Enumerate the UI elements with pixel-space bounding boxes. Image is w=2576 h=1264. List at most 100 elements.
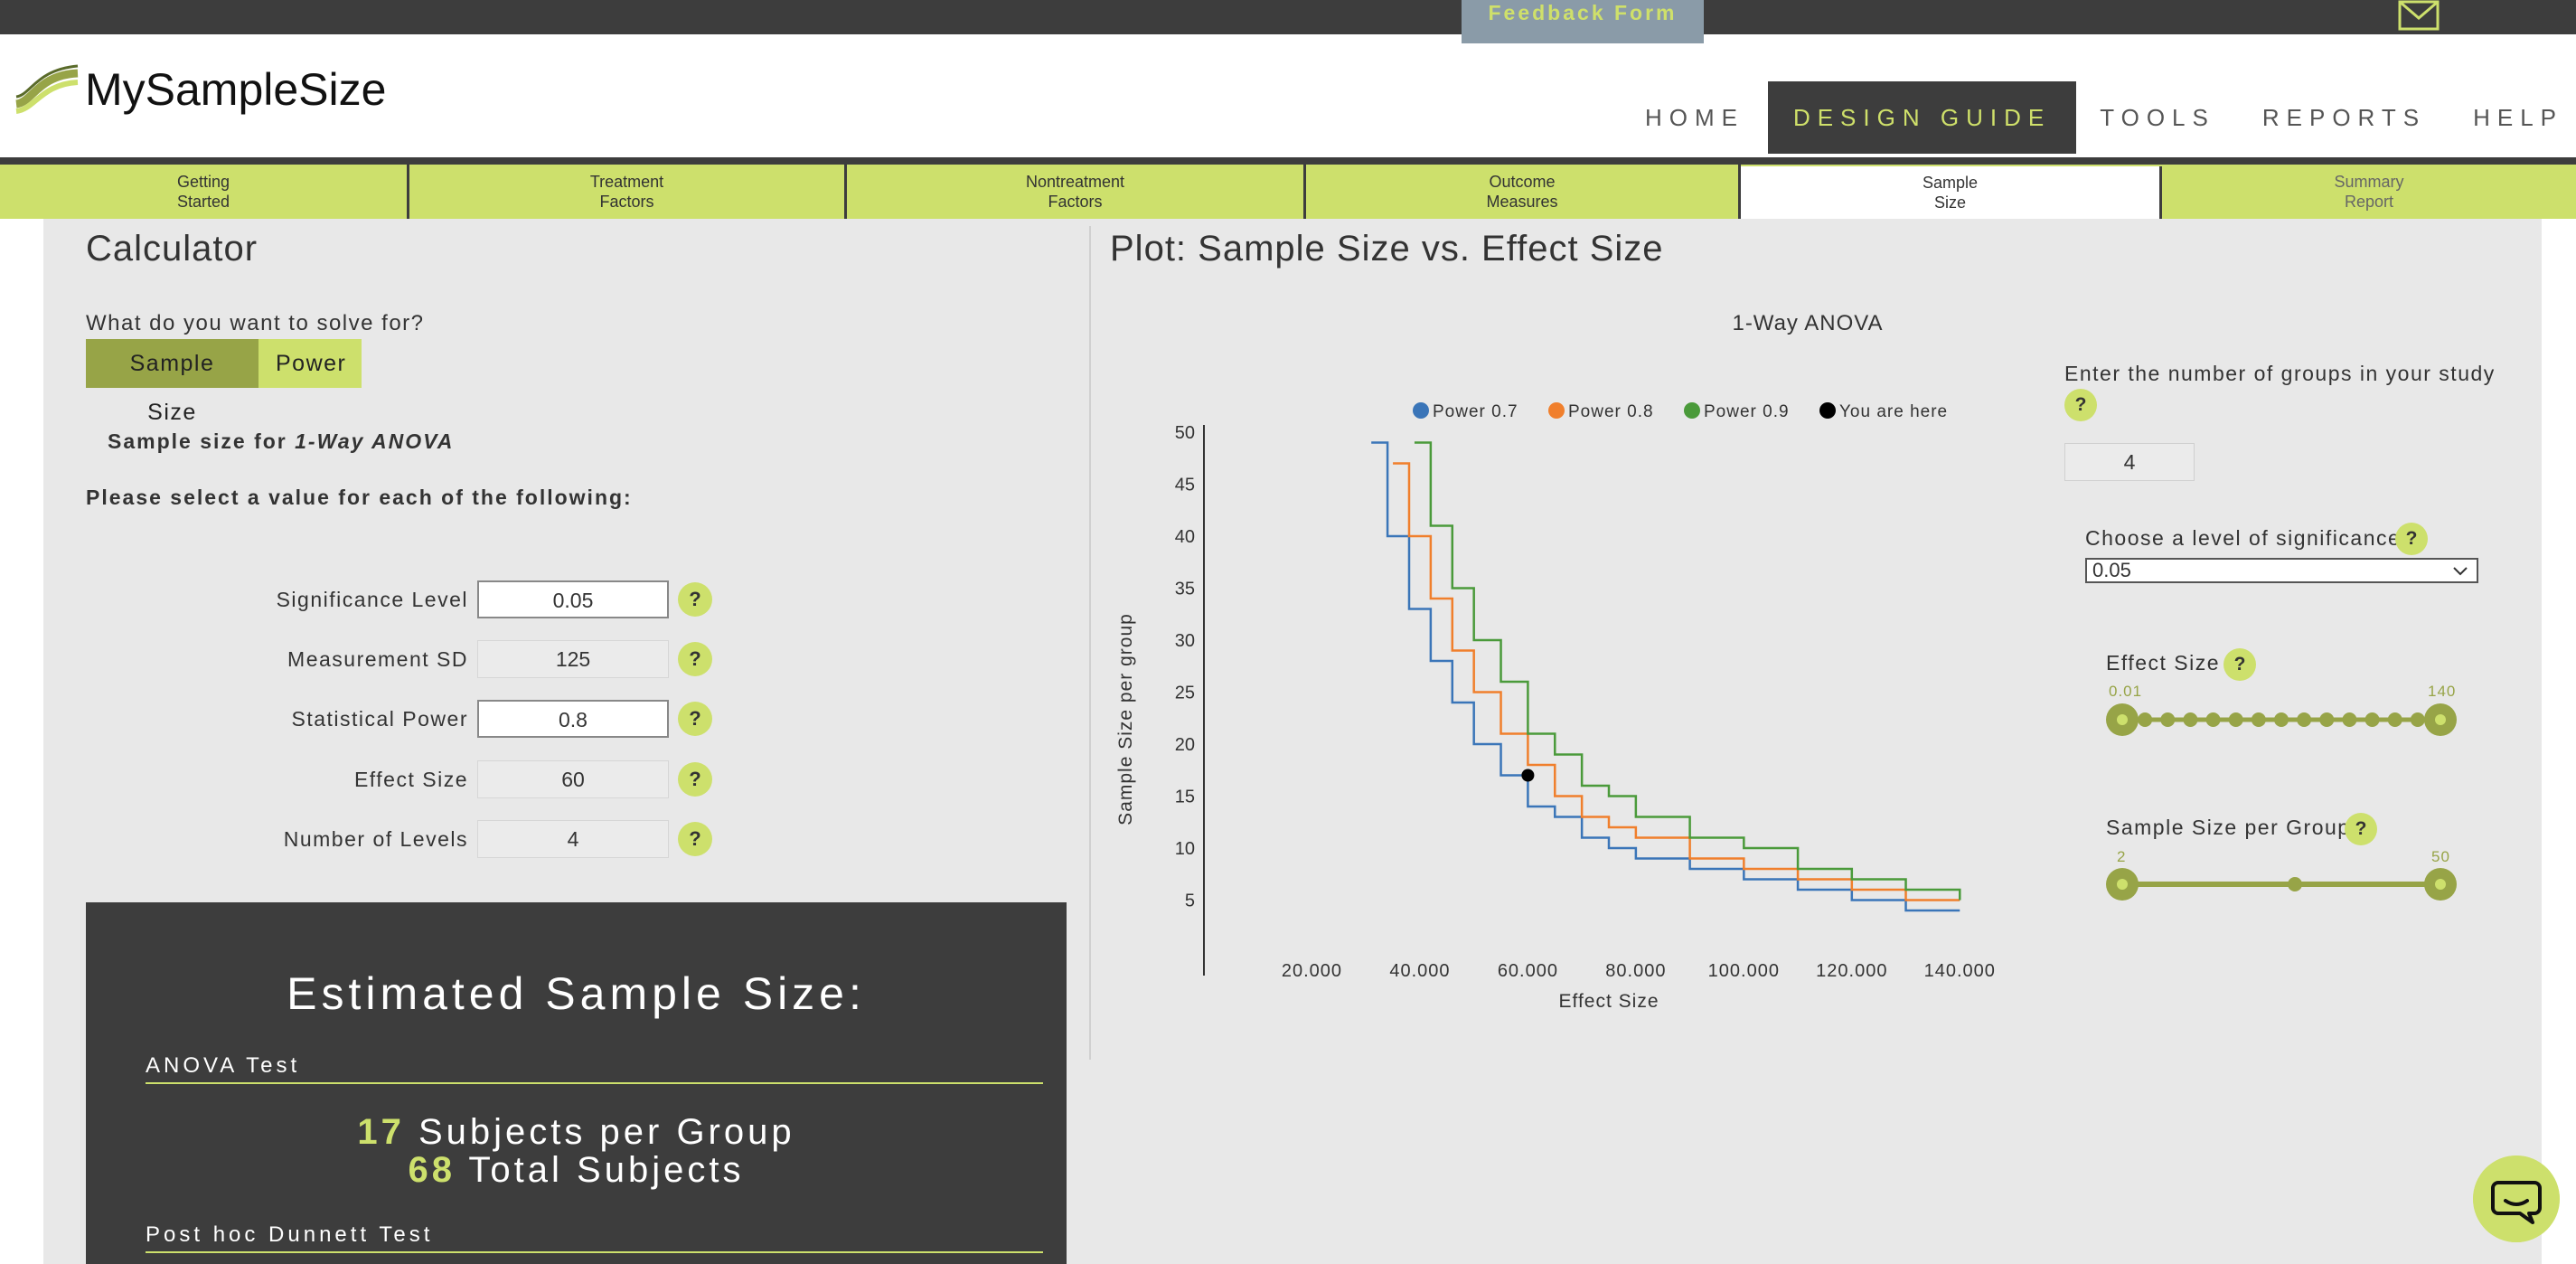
groups-prompt: Enter the number of groups in your study	[2064, 362, 2496, 385]
significance-select[interactable]: 0.05	[2085, 558, 2478, 583]
chat-icon[interactable]	[2473, 1156, 2560, 1242]
logo-text: MySampleSize	[85, 64, 387, 115]
feedback-form-button[interactable]: Feedback Form	[1462, 0, 1704, 43]
tab-sample-size[interactable]: Sample Size	[1741, 166, 2162, 219]
tab-outcome-measures[interactable]: Outcome Measures	[1306, 165, 1741, 219]
help-icon[interactable]: ?	[678, 702, 712, 736]
tab-treatment-factors[interactable]: Treatment Factors	[409, 165, 847, 219]
y-tick-label: 35	[1175, 580, 1195, 599]
y-tick-label: 15	[1175, 788, 1195, 807]
nav-design-guide[interactable]: DESIGN GUIDE	[1767, 81, 2077, 154]
calculator-heading: Calculator	[86, 229, 259, 269]
legend-label: Power 0.7	[1433, 402, 1518, 421]
y-tick-label: 30	[1175, 631, 1195, 651]
header-divider	[0, 157, 2576, 165]
legend-label: You are here	[1839, 402, 1948, 421]
slider-tick	[2297, 712, 2312, 727]
y-axis-label: Sample Size per group	[1115, 613, 1136, 825]
param-label: Effect Size	[353, 767, 468, 791]
param-statistical-power: Statistical Power 0.8 ?	[181, 699, 732, 739]
nav-tools[interactable]: TOOLS	[2100, 104, 2215, 131]
legend-label: Power 0.8	[1568, 402, 1654, 421]
legend-marker	[1819, 402, 1836, 419]
solve-for-question: What do you want to solve for?	[86, 311, 425, 335]
nav-reports[interactable]: REPORTS	[2261, 104, 2427, 131]
param-label: Statistical Power	[291, 706, 468, 731]
effect-slider-min: 0.01	[2109, 683, 2143, 700]
slider-tick	[2160, 712, 2176, 727]
param-label: Measurement SD	[287, 646, 468, 671]
help-icon[interactable]: ?	[678, 762, 712, 797]
effect-slider-max: 140	[2428, 683, 2457, 700]
tab-nontreatment-factors[interactable]: Nontreatment Factors	[847, 165, 1306, 219]
results-divider	[146, 1082, 1043, 1084]
slider-tick	[2342, 712, 2357, 727]
mail-icon[interactable]	[2398, 0, 2440, 31]
param-number-of-levels: Number of Levels 4 ?	[181, 819, 732, 859]
tab-getting-started[interactable]: Getting Started	[0, 165, 409, 219]
help-icon[interactable]: ?	[2223, 648, 2256, 681]
slider-tick	[2410, 712, 2425, 727]
help-icon[interactable]: ?	[678, 582, 712, 617]
x-tick-label: 20.000	[1282, 961, 1342, 981]
plot-heading: Plot: Sample Size vs. Effect Size	[1110, 229, 1664, 269]
slider-tick	[2183, 712, 2198, 727]
total-result: 68 Total Subjects	[408, 1150, 745, 1190]
nav-home[interactable]: HOME	[1644, 104, 1744, 131]
step-tabs: Getting Started Treatment Factors Nontre…	[0, 165, 2576, 219]
help-icon[interactable]: ?	[2395, 523, 2428, 555]
results-title: Estimated Sample Size:	[287, 968, 866, 1019]
slider-tick	[2138, 712, 2153, 727]
x-tick-label: 140.000	[1924, 961, 1996, 981]
nav-help[interactable]: HELP	[2473, 104, 2563, 131]
results-panel: Estimated Sample Size: ANOVA Test 17 Sub…	[86, 902, 1067, 1264]
slider-tick	[2319, 712, 2335, 727]
you-are-here-marker	[1521, 769, 1535, 782]
y-tick-label: 25	[1175, 684, 1195, 703]
solve-power-button[interactable]: Power	[259, 339, 362, 388]
site-logo[interactable]: MySampleSize	[14, 58, 386, 121]
chevron-down-icon	[2453, 567, 2468, 576]
solve-for-toggle: Sample Size Power	[86, 339, 362, 425]
series-line	[1393, 462, 1960, 901]
sample-size-slider-label: Sample Size per Group	[2106, 816, 2351, 839]
help-icon[interactable]: ?	[2064, 389, 2097, 421]
y-tick-label: 45	[1175, 476, 1195, 495]
help-icon[interactable]: ?	[2345, 813, 2377, 845]
tab-summary-report[interactable]: Summary Report	[2334, 173, 2404, 211]
results-divider	[146, 1251, 1043, 1253]
groups-input[interactable]: 4	[2064, 443, 2195, 481]
chart-title: 1-Way ANOVA	[1732, 311, 1884, 335]
help-icon[interactable]: ?	[678, 822, 712, 856]
x-tick-label: 100.000	[1708, 961, 1780, 981]
per-group-value: 17	[357, 1112, 405, 1152]
effect-size-slider-label: Effect Size	[2106, 651, 2221, 674]
significance-level-input[interactable]: 0.05	[477, 580, 669, 618]
y-tick-label: 50	[1175, 423, 1195, 443]
param-label: Number of Levels	[283, 826, 468, 851]
test-name: 1-Way ANOVA	[295, 429, 455, 453]
statistical-power-input[interactable]: 0.8	[477, 700, 669, 738]
number-of-levels-value: 4	[477, 820, 669, 858]
effect-size-value: 60	[477, 760, 669, 798]
legend-marker	[1684, 402, 1700, 419]
y-tick-label: 40	[1175, 527, 1195, 547]
param-effect-size: Effect Size 60 ?	[181, 759, 732, 799]
main-nav: HOME DESIGN GUIDE TOOLS REPORTS HELP	[1622, 81, 2576, 154]
measurement-sd-value: 125	[477, 640, 669, 678]
posthoc-dunnett-label: Post hoc Dunnett Test	[146, 1222, 434, 1247]
help-icon[interactable]: ?	[678, 642, 712, 676]
legend-marker	[1413, 402, 1429, 419]
slider-tick	[2364, 712, 2380, 727]
slider-handle-dot	[2435, 714, 2446, 725]
series-line	[1414, 441, 1961, 901]
y-tick-label: 10	[1175, 839, 1195, 859]
sample-size-slider[interactable]	[2102, 866, 2464, 902]
x-tick-label: 80.000	[1605, 961, 1666, 981]
per-group-result: 17 Subjects per Group	[357, 1112, 795, 1152]
logo-wave-icon	[14, 64, 79, 114]
x-tick-label: 40.000	[1389, 961, 1450, 981]
solve-sample-size-button[interactable]: Sample Size	[86, 339, 259, 425]
effect-size-slider[interactable]	[2102, 702, 2464, 738]
legend-label: Power 0.9	[1704, 402, 1790, 421]
